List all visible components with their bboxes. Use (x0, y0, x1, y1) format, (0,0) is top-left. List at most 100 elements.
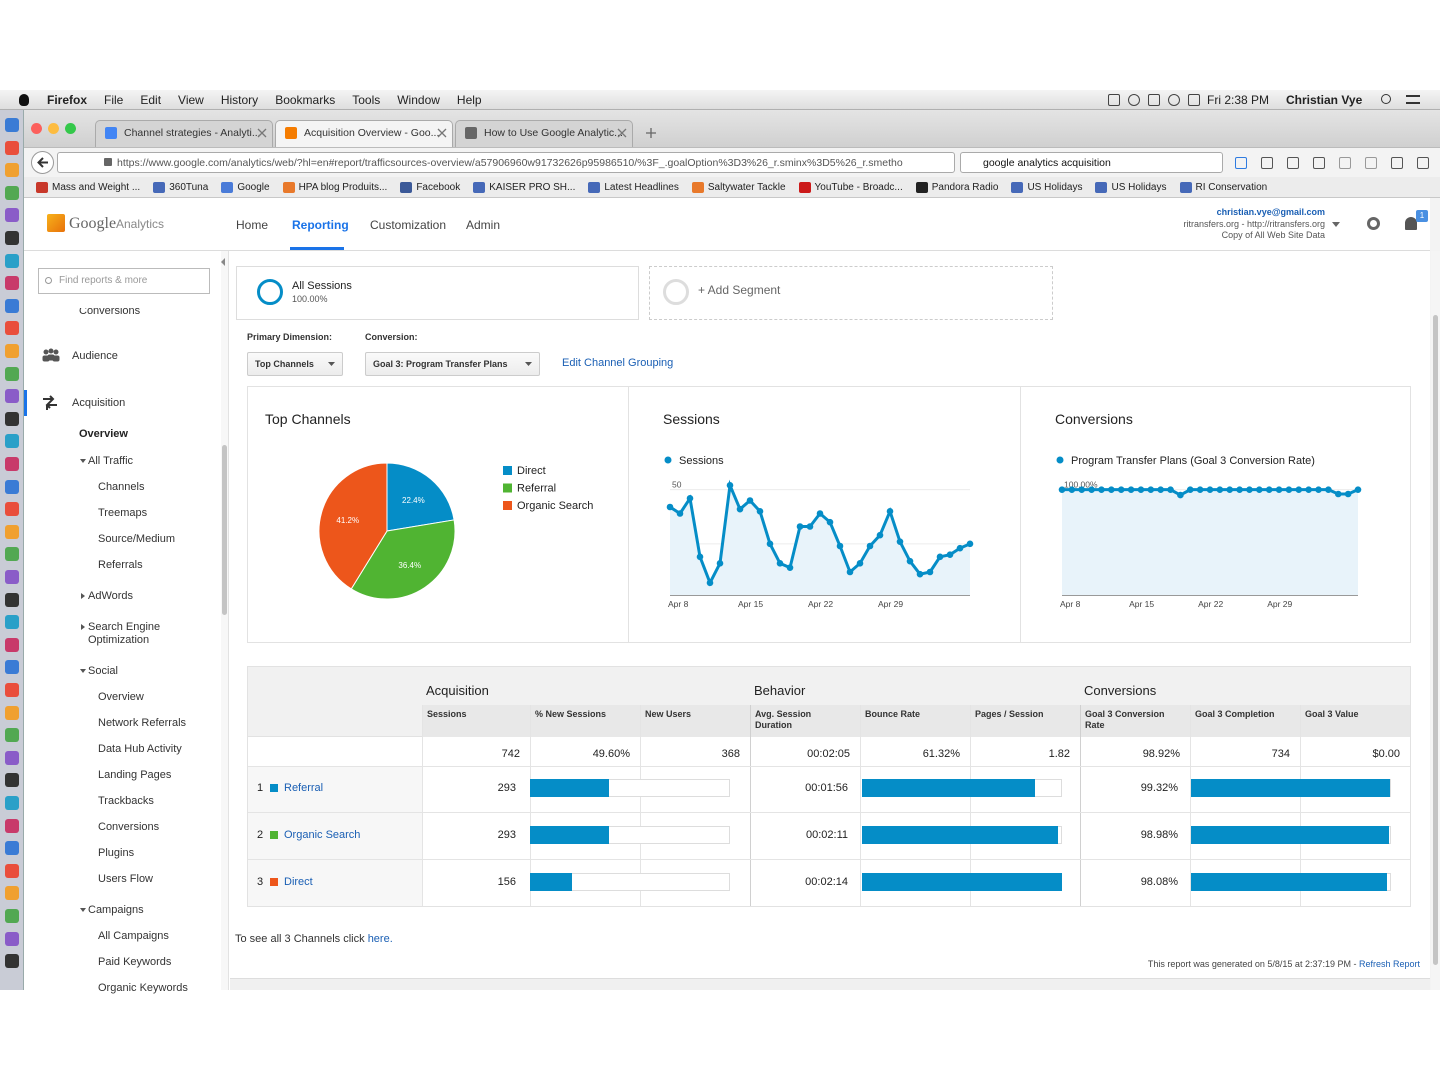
dock-icon[interactable] (5, 886, 19, 901)
tab-close[interactable] (617, 128, 627, 138)
bookmark[interactable]: US Holidays (1095, 182, 1167, 193)
dock-icon[interactable] (5, 344, 19, 358)
column-header[interactable]: Bounce Rate (865, 709, 921, 719)
bookmark[interactable]: Mass and Weight ... (36, 182, 140, 193)
column-header[interactable]: Sessions (427, 709, 467, 719)
dock-icon[interactable] (5, 841, 19, 856)
scroll-thumb[interactable] (1433, 315, 1438, 965)
dropdown[interactable]: Top Channels (247, 352, 343, 376)
ga-nav-item[interactable]: Customization (370, 218, 447, 232)
bookmark[interactable]: HPA blog Produits... (282, 182, 387, 193)
menu-item[interactable]: File (104, 93, 124, 107)
sidebar-item[interactable]: Data Hub Activity (98, 742, 182, 755)
settings-gear[interactable] (1367, 217, 1380, 230)
dock-icon[interactable] (5, 796, 19, 810)
ga-nav-item[interactable]: Home (236, 218, 269, 232)
status-icon[interactable] (1188, 94, 1200, 106)
toolbar-icon[interactable] (1365, 157, 1377, 169)
column-header[interactable]: Pages / Session (975, 709, 1044, 719)
window-button[interactable] (31, 123, 42, 134)
segment-box[interactable] (236, 266, 639, 320)
tab-title[interactable]: Channel strategies - Analyti... (124, 127, 261, 139)
dock-icon[interactable] (5, 547, 19, 562)
menu-item[interactable]: Help (456, 93, 482, 107)
menu-item[interactable]: Edit (140, 93, 162, 107)
bookmark[interactable]: KAISER PRO SH... (473, 182, 575, 193)
dock-icon[interactable] (5, 434, 19, 449)
dock-icon[interactable] (5, 615, 19, 630)
bookmark[interactable]: YouTube - Broadc... (798, 182, 903, 193)
bookmark[interactable]: Google (221, 182, 270, 193)
menu-item[interactable]: View (178, 93, 204, 107)
toolbar-icon[interactable] (1235, 157, 1247, 169)
tab-close[interactable] (437, 128, 447, 138)
dock-icon[interactable] (5, 863, 19, 878)
dock-icon[interactable] (5, 231, 19, 245)
sidebar-item[interactable]: Conversions (79, 308, 141, 317)
user-name[interactable]: Christian Vye (1286, 93, 1363, 107)
sidebar-search[interactable] (38, 268, 210, 294)
sidebar-group[interactable]: AdWords (80, 583, 210, 609)
column-header[interactable]: Goal 3 Value (1305, 709, 1359, 719)
search-text[interactable]: google analytics acquisition (983, 157, 1111, 169)
sidebar-section[interactable]: Audience (72, 350, 118, 362)
status-icon[interactable] (1108, 94, 1120, 106)
status-icon[interactable] (1168, 94, 1180, 106)
dock-icon[interactable] (5, 637, 19, 652)
edit-grouping-link[interactable]: Edit Channel Grouping (562, 357, 674, 369)
sidebar-item[interactable]: Channels (98, 480, 145, 493)
sidebar-item[interactable]: Conversions (98, 820, 160, 833)
dock-icon[interactable] (5, 750, 19, 765)
tab-title[interactable]: How to Use Google Analytic... (484, 127, 623, 139)
tab[interactable] (95, 120, 273, 147)
dock-icon[interactable] (5, 773, 19, 788)
menu-item[interactable]: Bookmarks (275, 93, 336, 107)
sidebar-item[interactable]: Landing Pages (98, 768, 172, 781)
tab-close[interactable] (257, 128, 267, 138)
spotlight[interactable] (1381, 94, 1391, 104)
dock-icon[interactable] (5, 321, 19, 336)
toolbar-icon[interactable] (1339, 157, 1351, 169)
dock-icon[interactable] (5, 140, 19, 155)
dock-icon[interactable] (5, 683, 19, 697)
sidebar-item[interactable]: Referrals (98, 558, 143, 571)
bookmark[interactable]: Latest Headlines (588, 182, 679, 193)
account-line[interactable]: christian.vye@gmail.com (1216, 207, 1325, 217)
dock-icon[interactable] (5, 298, 19, 313)
tab[interactable] (275, 120, 453, 147)
sidebar-item[interactable]: Treemaps (98, 506, 148, 519)
sidebar-item[interactable]: Overview (98, 690, 144, 703)
dock-icon[interactable] (5, 570, 19, 584)
sidebar-item[interactable]: Plugins (98, 846, 135, 859)
see-all-link[interactable]: here. (367, 933, 393, 945)
dock-icon[interactable] (5, 411, 19, 426)
dock-icon[interactable] (5, 208, 19, 223)
menu-item[interactable]: Window (397, 93, 440, 107)
sidebar-group[interactable]: Campaigns (80, 897, 210, 923)
column-header[interactable]: Goal 3 Conversion Rate (1085, 709, 1165, 730)
add-segment[interactable]: + Add Segment (698, 283, 781, 297)
dock-icon[interactable] (5, 524, 19, 539)
status-icon[interactable] (1128, 94, 1140, 106)
channel-link[interactable]: Direct (284, 876, 313, 888)
sidebar-group[interactable]: Social (80, 658, 210, 684)
toolbar-icon[interactable] (1391, 157, 1403, 169)
dock-icon[interactable] (5, 592, 19, 607)
sidebar-group[interactable]: Search Engine Optimization (80, 614, 210, 653)
bookmark[interactable]: RI Conservation (1179, 182, 1267, 193)
sidebar-item[interactable]: Paid Keywords (98, 955, 172, 968)
dock-icon[interactable] (5, 457, 19, 471)
collapse-arrow[interactable] (219, 256, 227, 268)
dock-icon[interactable] (5, 705, 19, 720)
ga-nav-item[interactable]: Reporting (292, 218, 349, 232)
dock-icon[interactable] (5, 502, 19, 517)
tab-title[interactable]: Acquisition Overview - Goo... (304, 127, 440, 139)
dock-icon[interactable] (5, 728, 19, 743)
tab[interactable] (455, 120, 633, 147)
dock-icon[interactable] (5, 660, 19, 675)
url-box[interactable] (57, 152, 955, 173)
dropdown[interactable]: Goal 3: Program Transfer Plans (365, 352, 540, 376)
column-header[interactable]: Goal 3 Completion (1195, 709, 1275, 719)
toolbar-icon[interactable] (1287, 157, 1299, 169)
ga-nav-item[interactable]: Admin (466, 218, 501, 232)
